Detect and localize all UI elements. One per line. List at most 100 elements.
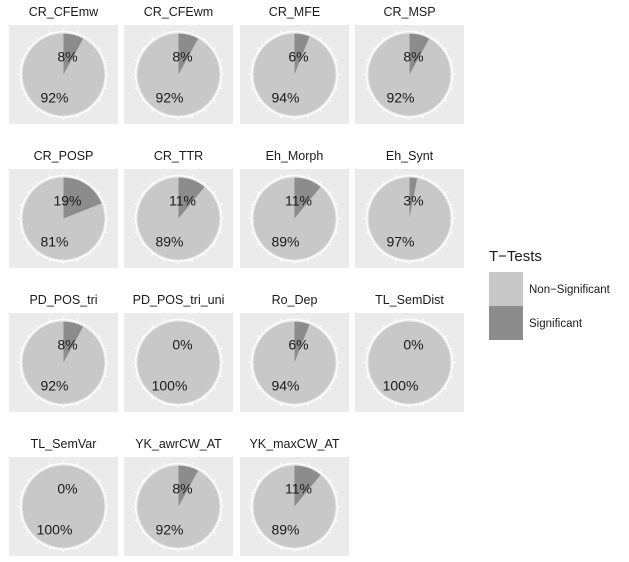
polar-grid-tick — [163, 30, 166, 34]
polar-grid-tick — [335, 519, 339, 522]
polar-grid-tick — [212, 243, 217, 246]
pct-label-non-significant: 94% — [271, 378, 299, 394]
legend-title: T−Tests — [489, 248, 542, 265]
facet-title: YK_awrCW_AT — [135, 437, 222, 451]
facet-title: TL_SemDist — [375, 293, 444, 307]
legend-label-non-significant: Non−Significant — [529, 284, 611, 296]
legend-key-significant — [489, 306, 523, 340]
polar-grid-tick — [212, 47, 217, 50]
polar-grid-tick — [97, 479, 102, 482]
pct-label-significant: 8% — [57, 337, 77, 353]
polar-grid-tick — [25, 531, 30, 534]
polar-grid-tick — [140, 191, 145, 194]
polar-grid-tick — [48, 403, 51, 407]
polar-grid-tick — [328, 243, 333, 246]
pct-label-non-significant: 92% — [386, 90, 414, 106]
facet-cr-cfewm: CR_CFEwm 8% 92% — [124, 5, 233, 124]
polar-grid-tick — [76, 30, 79, 34]
polar-grid-tick — [76, 462, 79, 466]
facet-eh-synt: Eh_Synt 3% 97% — [355, 149, 464, 268]
polar-grid-tick — [163, 462, 166, 466]
polar-grid-tick — [450, 375, 454, 378]
pie-slice-non-significant — [368, 177, 451, 260]
pct-label-non-significant: 94% — [271, 90, 299, 106]
polar-grid-tick — [250, 87, 254, 90]
polar-grid-tick — [250, 59, 254, 62]
polar-grid-tick — [267, 108, 270, 113]
facet-title: CR_CFEmw — [29, 5, 99, 19]
polar-grid-tick — [104, 203, 108, 206]
polar-grid-tick — [279, 318, 282, 322]
polar-grid-tick — [219, 231, 223, 234]
polar-grid-tick — [443, 335, 448, 338]
polar-grid-tick — [219, 347, 223, 350]
pie-slice-non-significant — [22, 177, 105, 260]
facet-tl-semvar: TL_SemVar 0% 100% — [9, 437, 118, 556]
pct-label-non-significant: 100% — [383, 378, 419, 394]
polar-grid-tick — [134, 491, 138, 494]
legend: T−Tests Non−Significant Significant — [489, 248, 611, 340]
polar-grid-tick — [382, 108, 385, 113]
polar-grid-tick — [394, 115, 397, 119]
polar-grid-tick — [36, 324, 39, 329]
polar-grid-tick — [335, 491, 339, 494]
polar-grid-tick — [140, 243, 145, 246]
pie-slice-significant — [178, 465, 199, 507]
pct-label-non-significant: 89% — [271, 522, 299, 538]
facet-cr-ttr: CR_TTR 11% 89% — [124, 149, 233, 268]
facet-title: CR_TTR — [154, 149, 203, 163]
polar-grid-tick — [151, 324, 154, 329]
polar-grid-tick — [88, 324, 91, 329]
polar-grid-tick — [97, 531, 102, 534]
polar-grid-tick — [256, 191, 261, 194]
polar-grid-tick — [212, 479, 217, 482]
polar-grid-tick — [203, 108, 206, 113]
facet-pd-pos-tri-uni: PD_POS_tri_uni 0% 100% — [124, 293, 233, 412]
pct-label-significant: 8% — [172, 49, 192, 65]
pct-label-significant: 6% — [288, 337, 308, 353]
polar-grid-tick — [422, 318, 425, 322]
polar-grid-tick — [76, 115, 79, 119]
pct-label-non-significant: 97% — [386, 234, 414, 250]
polar-grid-tick — [48, 174, 51, 178]
polar-grid-tick — [371, 99, 376, 102]
facet-eh-morph: Eh_Morph 11% 89% — [240, 149, 349, 268]
pie-slice-significant — [294, 321, 310, 363]
pct-label-significant: 0% — [403, 337, 423, 353]
polar-grid-tick — [76, 318, 79, 322]
polar-grid-tick — [450, 203, 454, 206]
pie-slice-significant — [63, 321, 84, 363]
polar-grid-tick — [36, 108, 39, 113]
facet-ro-dep: Ro_Dep 6% 94% — [240, 293, 349, 412]
polar-grid-tick — [328, 99, 333, 102]
pct-label-significant: 8% — [403, 49, 423, 65]
polar-grid-tick — [434, 180, 437, 185]
polar-grid-tick — [25, 47, 30, 50]
pct-label-non-significant: 92% — [40, 378, 68, 394]
polar-grid-tick — [319, 540, 322, 545]
polar-grid-tick — [256, 531, 261, 534]
polar-grid-tick — [319, 468, 322, 473]
pct-label-non-significant: 89% — [271, 234, 299, 250]
polar-grid-tick — [97, 387, 102, 390]
polar-grid-tick — [19, 87, 23, 90]
polar-grid-tick — [212, 387, 217, 390]
facet-title: Eh_Synt — [386, 149, 434, 163]
polar-grid-tick — [19, 59, 23, 62]
polar-grid-tick — [382, 36, 385, 41]
facet-title: YK_maxCW_AT — [249, 437, 339, 451]
polar-grid-tick — [307, 547, 310, 551]
pie-slice-significant — [63, 177, 102, 219]
polar-grid-tick — [256, 99, 261, 102]
polar-grid-tick — [140, 47, 145, 50]
polar-grid-tick — [319, 180, 322, 185]
facet-pd-pos-tri: PD_POS_tri 8% 92% — [9, 293, 118, 412]
polar-grid-tick — [104, 347, 108, 350]
polar-grid-tick — [371, 191, 376, 194]
polar-grid-tick — [267, 468, 270, 473]
polar-grid-tick — [422, 30, 425, 34]
polar-grid-tick — [151, 468, 154, 473]
facet-title: TL_SemVar — [31, 437, 97, 451]
polar-grid-tick — [48, 462, 51, 466]
polar-grid-tick — [450, 59, 454, 62]
